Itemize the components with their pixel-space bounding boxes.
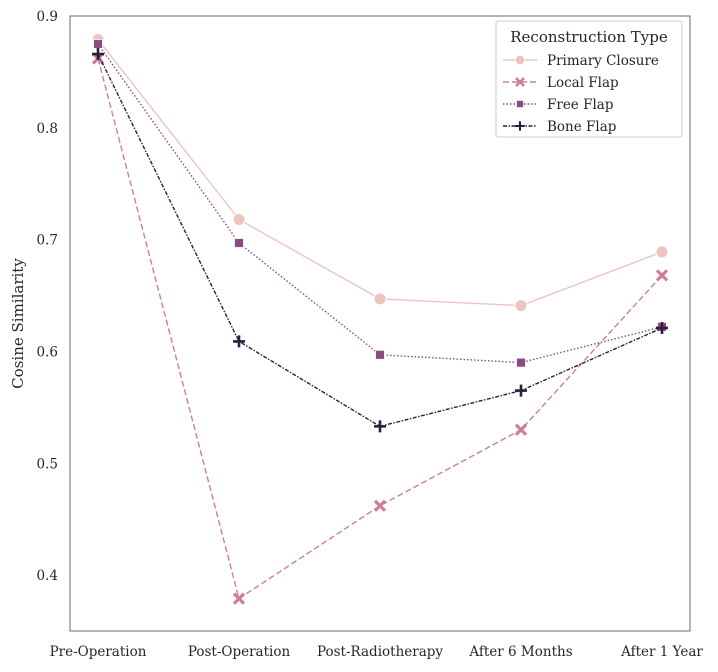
data-point — [373, 292, 387, 306]
legend-marker — [516, 100, 525, 109]
data-point — [232, 213, 246, 227]
data-point — [92, 48, 104, 61]
x-tick-label: After 1 Year — [620, 644, 703, 660]
data-point — [234, 238, 244, 248]
series-line — [97, 58, 663, 600]
legend: Reconstruction Type Primary Closure Local … — [495, 20, 683, 138]
data-point — [374, 420, 386, 433]
data-point — [375, 349, 385, 360]
data-point — [656, 321, 668, 334]
x-tick-label: Post-Operation — [188, 644, 291, 660]
y-tick-label: 0.5 — [37, 456, 58, 472]
data-point — [516, 357, 526, 368]
x-tick-label: After 6 Months — [468, 644, 572, 660]
data-point — [93, 39, 103, 49]
legend-label: Local Flap — [547, 75, 619, 91]
legend-marker — [515, 121, 525, 131]
y-tick-label: 0.9 — [37, 9, 58, 25]
legend-label: Bone Flap — [547, 119, 616, 135]
legend-title: Reconstruction Type — [510, 28, 668, 46]
y-tick-label: 0.7 — [37, 233, 58, 249]
data-point — [373, 499, 387, 512]
legend-label: Free Flap — [547, 97, 613, 113]
legend-label: Primary Closure — [547, 53, 659, 69]
data-point — [655, 245, 669, 259]
legend-box — [495, 20, 683, 138]
data-point — [515, 384, 527, 397]
x-tick-label: Post-Radiotherapy — [317, 644, 443, 660]
y-axis-title: Cosine Similarity — [9, 258, 27, 389]
legend-marker — [514, 54, 526, 66]
y-tick-label: 0.4 — [37, 568, 58, 584]
data-point — [233, 335, 245, 348]
series-bone-flap — [92, 48, 668, 433]
legend-marker — [515, 77, 525, 87]
data-point — [232, 592, 246, 605]
data-point — [655, 269, 669, 282]
y-tick-label: 0.8 — [37, 121, 58, 137]
y-tick-label: 0.6 — [37, 344, 58, 360]
data-point — [514, 299, 528, 313]
data-point — [514, 423, 528, 436]
x-tick-label: Pre-Operation — [50, 644, 147, 660]
